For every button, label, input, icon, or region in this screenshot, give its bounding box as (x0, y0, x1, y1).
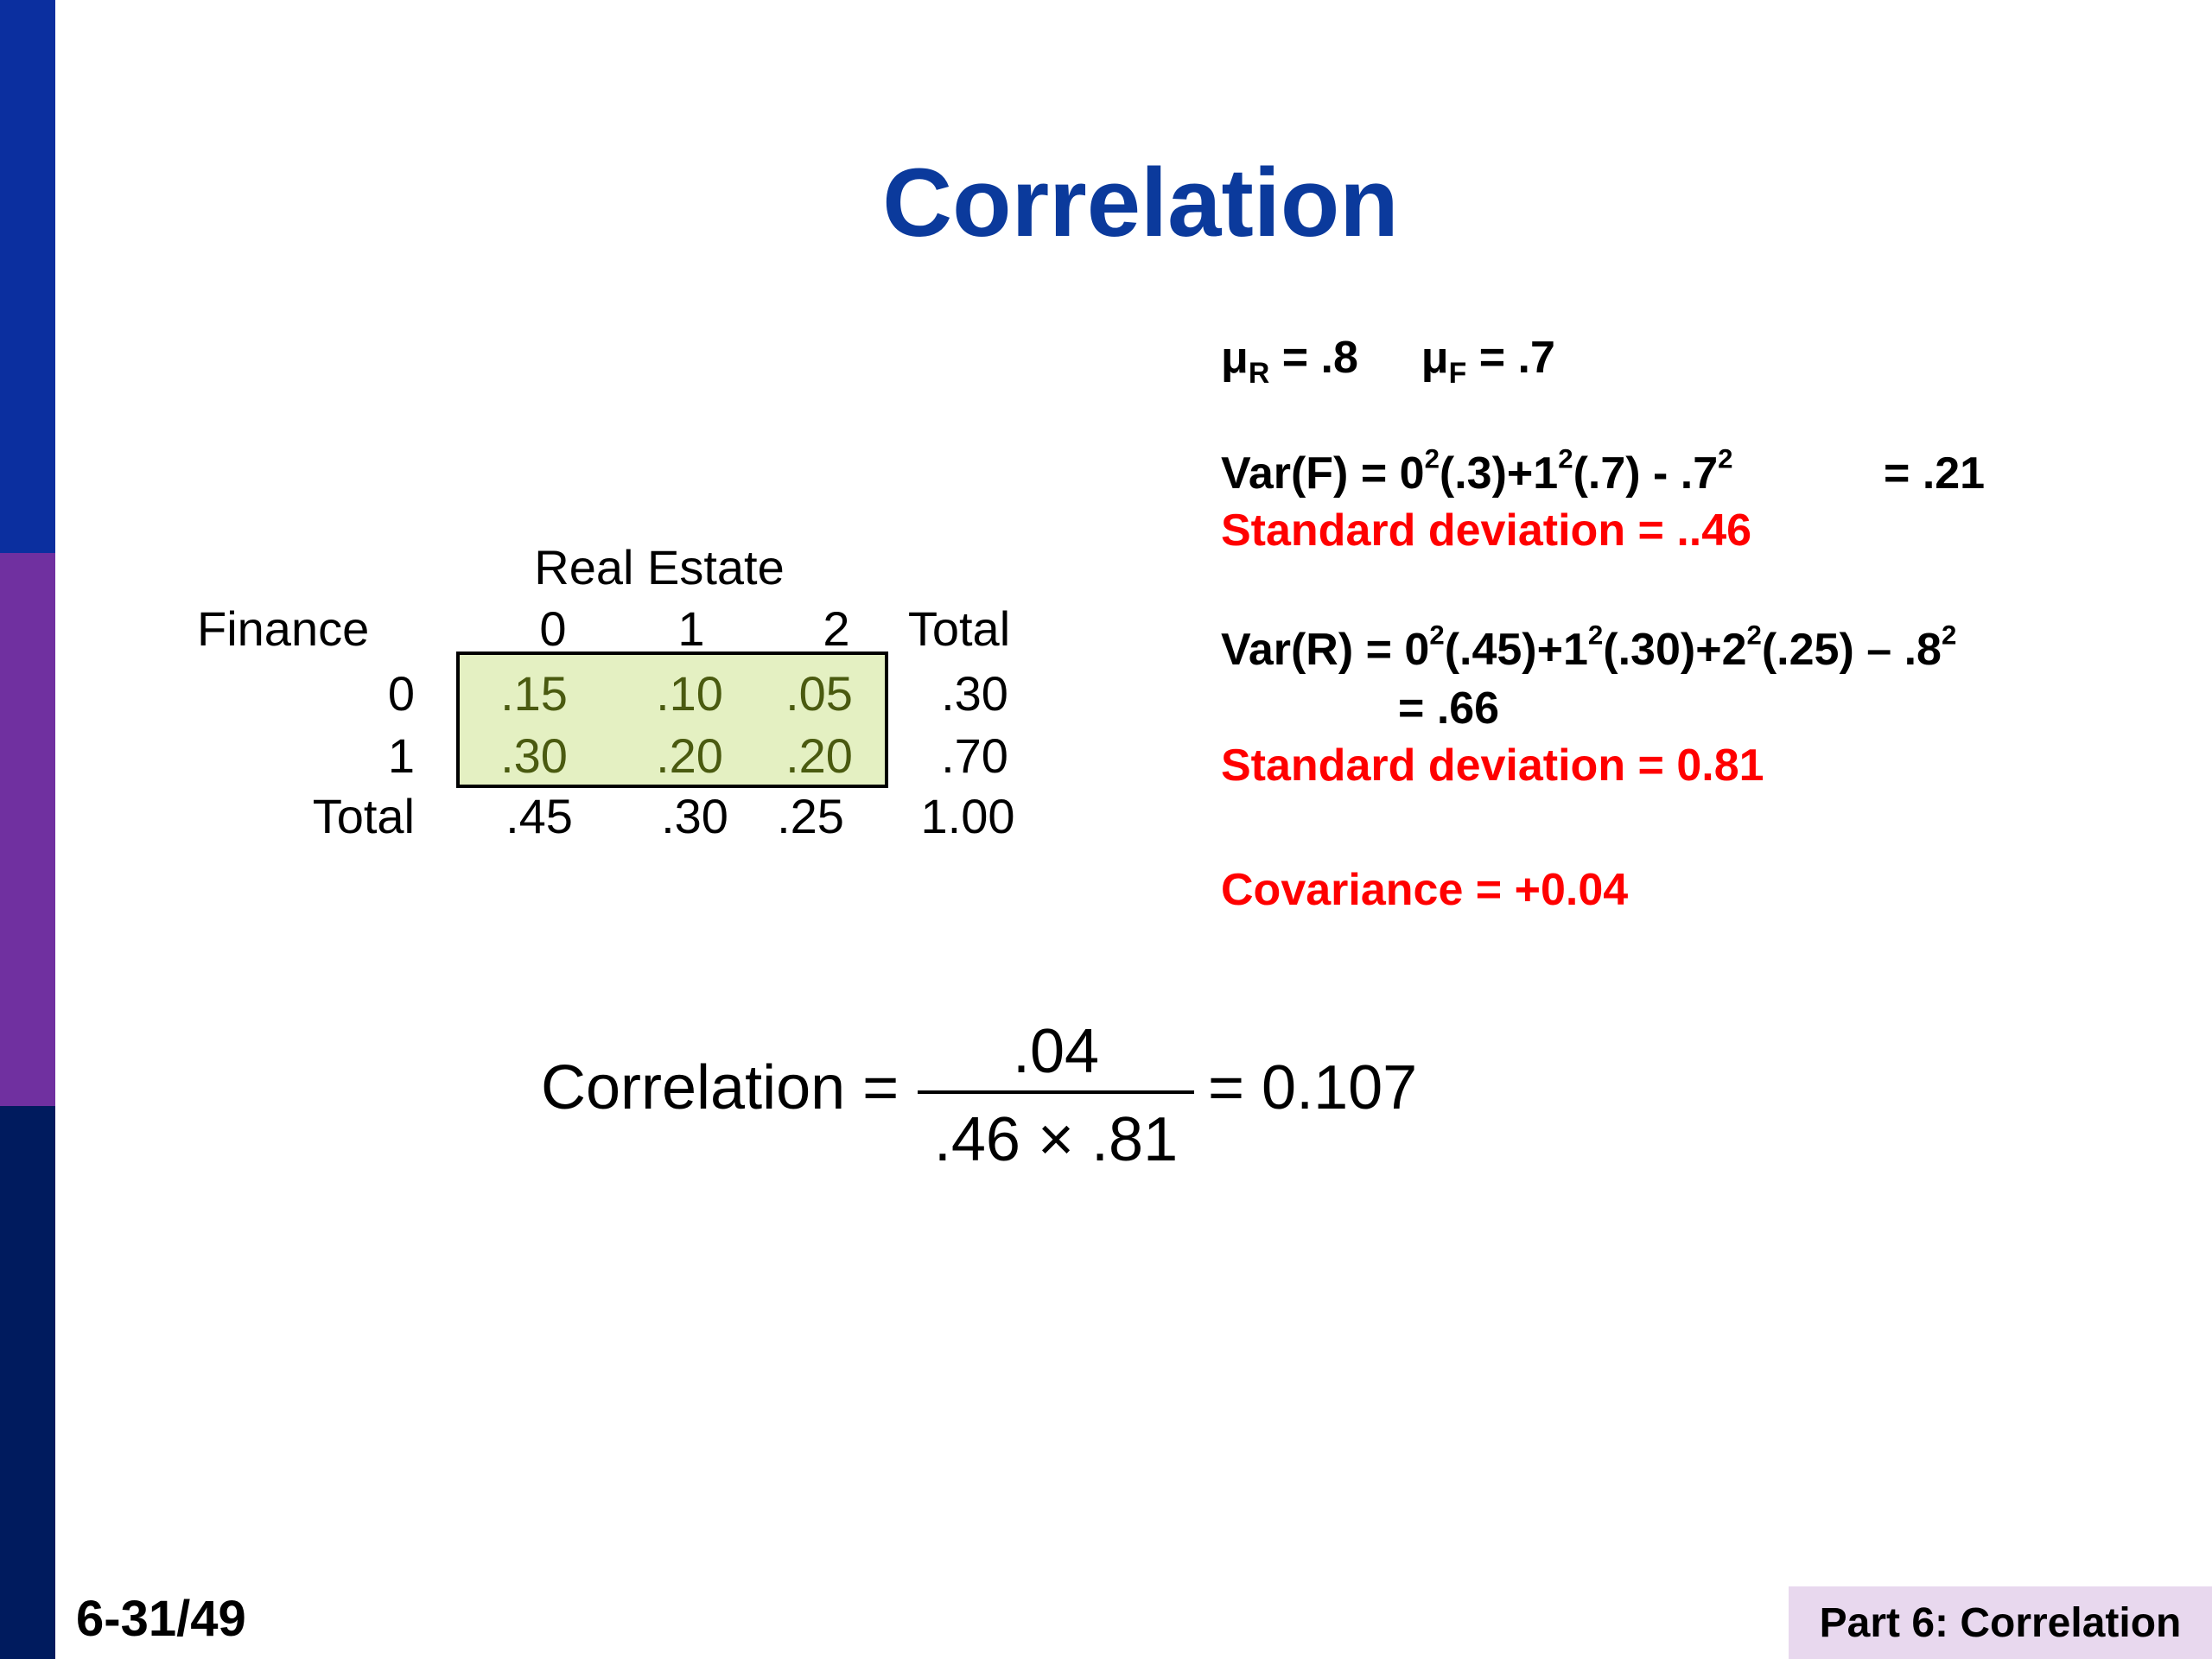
row-axis-label: Finance (197, 601, 370, 656)
cell: .20 (785, 728, 853, 783)
col-header-0: 0 (539, 601, 567, 656)
col-header-1: 1 (677, 601, 705, 656)
var-r-result: = .66 (1398, 683, 1500, 734)
correlation-numerator: .04 (1012, 1017, 1100, 1086)
section-label: Part 6: Correlation (1789, 1586, 2212, 1659)
mu-r: μR = .8 (1221, 333, 1358, 390)
fraction-bar (918, 1090, 1194, 1094)
col-total-2: .25 (777, 789, 844, 843)
page-number: 6-31/49 (76, 1591, 246, 1647)
side-bar-top (0, 0, 55, 553)
cell: .10 (656, 666, 723, 721)
total-row-label: Total (312, 789, 415, 843)
cell: .05 (785, 666, 853, 721)
covariance-line: Covariance = +0.04 (1221, 865, 1629, 915)
sd-f-line: Standard deviation = ..46 (1221, 505, 1752, 556)
row-total-1: .70 (941, 728, 1008, 783)
col-total-1: .30 (661, 789, 728, 843)
col-header-total: Total (907, 601, 1011, 656)
cell: .20 (656, 728, 723, 783)
side-bar-bottom (0, 1106, 55, 1659)
slide-title: Correlation (882, 149, 1399, 257)
var-f-result: = .21 (1884, 448, 1986, 499)
var-r-line: Var(R) = 02(.45)+12(.30)+22(.25) – .82 (1221, 620, 1957, 675)
mu-f: μF = .7 (1421, 333, 1555, 390)
sd-r-line: Standard deviation = 0.81 (1221, 741, 1764, 791)
col-total-0: .45 (505, 789, 573, 843)
row-label-0: 0 (387, 666, 415, 721)
row-total-0: .30 (941, 666, 1008, 721)
highlight-box (456, 652, 888, 788)
var-f-line: Var(F) = 02(.3)+12(.7) - .72 (1221, 443, 1733, 499)
side-bar-middle (0, 553, 55, 1106)
cell: .30 (500, 728, 568, 783)
col-header-2: 2 (823, 601, 850, 656)
table-header: Real Estate (534, 540, 785, 594)
correlation-result: = 0.107 (1208, 1053, 1418, 1122)
grand-total: 1.00 (920, 789, 1015, 843)
cell: .15 (500, 666, 568, 721)
correlation-denominator: .46 × .81 (933, 1105, 1179, 1174)
correlation-label: Correlation = (541, 1053, 899, 1122)
row-label-1: 1 (387, 728, 415, 783)
means-line: μR = .8 μF = .7 (1221, 332, 1555, 390)
